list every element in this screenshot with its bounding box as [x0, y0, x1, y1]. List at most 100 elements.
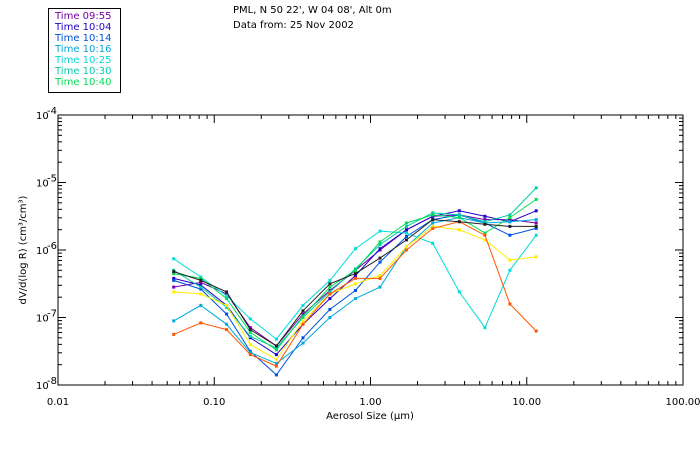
data-point — [274, 346, 278, 350]
y-tick-base: 10 — [36, 179, 49, 190]
data-point — [301, 322, 305, 326]
data-point — [172, 270, 176, 274]
date-header: Data from: 25 Nov 2002 — [233, 20, 354, 31]
data-point — [172, 276, 176, 280]
data-point — [405, 235, 408, 238]
location-header: PML, N 50 22', W 04 08', Alt 0m — [233, 5, 392, 16]
data-point — [225, 322, 229, 326]
data-point — [378, 247, 382, 251]
series-9 — [172, 218, 538, 348]
data-point — [405, 228, 408, 232]
data-point — [534, 221, 538, 225]
data-point — [301, 314, 305, 318]
data-point — [172, 319, 176, 323]
data-point — [274, 364, 278, 368]
data-point — [199, 321, 203, 325]
data-point — [378, 229, 382, 233]
data-point — [172, 278, 176, 282]
data-point — [328, 297, 332, 301]
data-point — [225, 303, 229, 307]
data-point — [353, 297, 357, 301]
data-point — [534, 224, 538, 228]
data-point — [353, 289, 357, 292]
data-point — [225, 294, 229, 298]
data-point — [534, 209, 538, 213]
data-point — [457, 213, 461, 217]
data-point — [172, 272, 176, 276]
x-tick-label: 100.00 — [666, 397, 700, 408]
data-point — [508, 216, 512, 220]
y-tick-label: 10-6 — [36, 241, 57, 257]
data-point — [301, 312, 305, 316]
data-point — [483, 218, 487, 222]
data-point — [457, 228, 461, 232]
data-point — [378, 256, 382, 260]
data-point — [328, 282, 332, 286]
y-tick-exponent: -7 — [47, 309, 57, 320]
data-point — [301, 319, 305, 323]
data-point — [248, 330, 252, 334]
data-point — [405, 221, 408, 225]
legend-item: Time 10:04 — [55, 22, 112, 33]
data-point — [405, 224, 408, 228]
x-tick-label: 0.01 — [47, 397, 69, 408]
y-tick-base: 10 — [36, 111, 49, 122]
data-point — [457, 290, 461, 294]
data-point — [248, 317, 252, 321]
data-point — [225, 292, 229, 296]
y-tick-exponent: -5 — [47, 174, 57, 185]
data-point — [353, 282, 357, 286]
data-point — [431, 211, 435, 215]
series-7 — [172, 224, 538, 361]
series-0 — [172, 213, 538, 348]
x-axis-label: Aerosol Size (μm) — [326, 411, 414, 422]
y-tick-label: 10-5 — [36, 174, 57, 190]
data-point — [508, 224, 512, 228]
x-tick-label: 1.00 — [359, 397, 381, 408]
data-point — [508, 302, 512, 306]
y-axis-label: dV/d(log R) (cm³/cm³) — [18, 195, 29, 304]
data-point — [199, 276, 203, 280]
data-point — [199, 292, 203, 296]
data-point — [431, 224, 435, 228]
data-point — [508, 233, 512, 237]
data-point — [431, 221, 435, 225]
data-point — [534, 218, 538, 222]
data-point — [431, 241, 435, 245]
data-point — [405, 245, 408, 249]
data-point — [274, 348, 278, 352]
series-8 — [172, 220, 538, 368]
data-point — [328, 290, 332, 294]
data-point — [378, 243, 382, 247]
data-point — [274, 344, 278, 348]
data-point — [225, 290, 229, 294]
data-point — [483, 214, 487, 218]
plot-frame — [57, 114, 684, 386]
x-axis-ticks: 0.01 0.10 1.00 10.00 100.00 — [47, 115, 700, 408]
y-tick-base: 10 — [36, 314, 49, 325]
data-point — [457, 216, 461, 220]
legend-item: Time 10:16 — [55, 44, 112, 55]
data-point — [457, 209, 461, 213]
data-point — [483, 220, 487, 224]
data-point — [534, 255, 538, 259]
data-point — [534, 197, 538, 201]
legend: Time 09:55 Time 10:04 Time 10:14 Time 10:16… — [48, 8, 121, 93]
data-point — [248, 351, 252, 355]
data-point — [274, 337, 278, 341]
data-point — [328, 316, 332, 319]
data-point — [405, 231, 408, 235]
data-point — [457, 220, 461, 224]
y-axis-ticks: 10-810-710-610-510-4 — [36, 106, 683, 392]
data-point — [431, 218, 435, 222]
data-point — [172, 257, 176, 261]
legend-item: Time 10:14 — [55, 33, 112, 44]
data-point — [534, 226, 538, 230]
data-point — [483, 326, 487, 330]
y-tick-base: 10 — [36, 381, 49, 392]
data-point — [534, 329, 538, 333]
series-group — [172, 186, 538, 377]
data-point — [248, 334, 252, 338]
y-tick-label: 10-4 — [36, 106, 57, 122]
